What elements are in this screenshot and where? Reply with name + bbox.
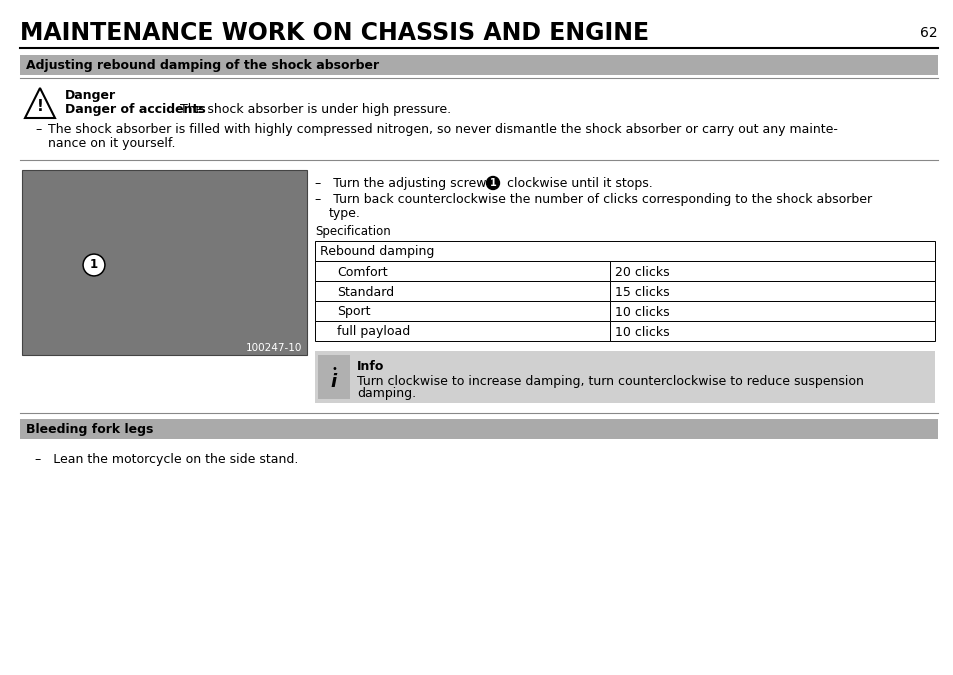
Text: Turn clockwise to increase damping, turn counterclockwise to reduce suspension: Turn clockwise to increase damping, turn… [356, 375, 863, 387]
Bar [609, 281, 934, 301]
Text: 1: 1 [90, 259, 98, 271]
Text: !: ! [36, 99, 44, 114]
Text: type.: type. [329, 207, 360, 219]
Bar [20, 419, 937, 439]
Bar [314, 261, 609, 281]
Bar [317, 355, 350, 399]
Text: Standard: Standard [336, 286, 394, 298]
Bar [22, 170, 307, 355]
Bar [314, 281, 609, 301]
Text: MAINTENANCE WORK ON CHASSIS AND ENGINE: MAINTENANCE WORK ON CHASSIS AND ENGINE [20, 21, 648, 45]
Text: Bleeding fork legs: Bleeding fork legs [26, 423, 153, 437]
Text: The shock absorber is filled with highly compressed nitrogen, so never dismantle: The shock absorber is filled with highly… [48, 124, 837, 136]
Text: 62: 62 [920, 26, 937, 40]
Text: –   Turn the adjusting screw: – Turn the adjusting screw [314, 176, 490, 190]
Text: 10 clicks: 10 clicks [615, 306, 669, 319]
Text: –   Turn back counterclockwise the number of clicks corresponding to the shock a: – Turn back counterclockwise the number … [314, 194, 871, 207]
Text: –   Lean the motorcycle on the side stand.: – Lean the motorcycle on the side stand. [35, 452, 298, 466]
Text: damping.: damping. [356, 387, 416, 400]
Bar [314, 351, 934, 403]
Polygon shape [25, 88, 55, 118]
Text: 100247-10: 100247-10 [245, 343, 302, 353]
Text: Info: Info [356, 360, 384, 373]
Bar [609, 301, 934, 321]
Text: 10 clicks: 10 clicks [615, 325, 669, 338]
Circle shape [83, 254, 105, 276]
Bar [314, 241, 934, 261]
Bar [609, 321, 934, 341]
Text: –: – [35, 124, 41, 136]
Text: full payload: full payload [336, 325, 410, 338]
Text: Rebound damping: Rebound damping [319, 246, 434, 259]
Text: •: • [331, 364, 336, 374]
Bar [314, 301, 609, 321]
Text: Adjusting rebound damping of the shock absorber: Adjusting rebound damping of the shock a… [26, 59, 378, 72]
Text: 15 clicks: 15 clicks [615, 286, 669, 298]
Text: Specification: Specification [314, 225, 391, 238]
Text: Danger of accidents: Danger of accidents [65, 103, 206, 117]
Text: Danger: Danger [65, 90, 116, 103]
Text: 20 clicks: 20 clicks [615, 265, 669, 279]
Text: Comfort: Comfort [336, 265, 387, 279]
Text: i: i [331, 373, 336, 391]
Text: nance on it yourself.: nance on it yourself. [48, 136, 175, 149]
Text: The shock absorber is under high pressure.: The shock absorber is under high pressur… [168, 103, 451, 117]
Text: clockwise until it stops.: clockwise until it stops. [502, 176, 652, 190]
Text: Sport: Sport [336, 306, 370, 319]
Bar [609, 261, 934, 281]
Bar [20, 55, 937, 75]
Bar [314, 321, 609, 341]
Circle shape [486, 176, 499, 190]
Text: 1: 1 [489, 178, 496, 188]
